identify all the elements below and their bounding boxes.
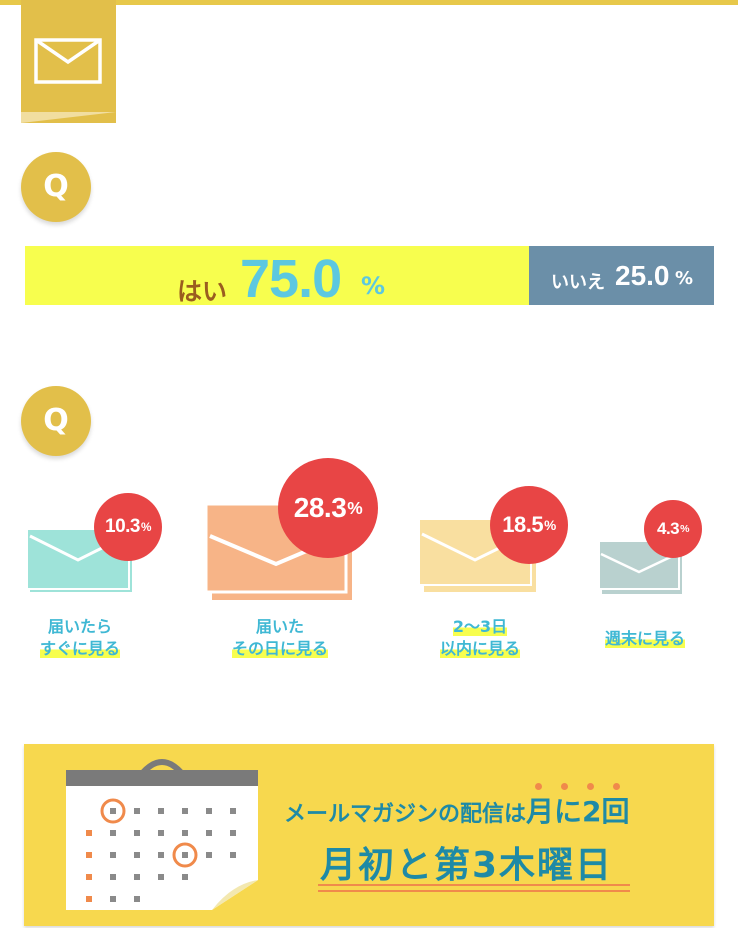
q2-badge: Q xyxy=(21,386,91,456)
header-title xyxy=(150,30,670,100)
header-ribbon xyxy=(21,0,116,123)
q1-question xyxy=(110,168,690,208)
top-accent-line xyxy=(0,0,738,5)
banner-schedule: 月初と第3木曜日 xyxy=(320,845,614,886)
no-value: 25.0 xyxy=(615,260,670,291)
timing-caption: 週末に見る xyxy=(604,629,685,648)
banner-underline xyxy=(318,884,630,892)
no-segment: いいえ 25.0 % xyxy=(529,246,714,305)
banner-headline: メールマガジンの配信は 月に2回 xyxy=(284,783,630,830)
percent-badge: 10.3% xyxy=(94,493,162,561)
yes-no-ratio-bar: はい 75.0 % いいえ 25.0 % xyxy=(25,246,714,309)
timing-caption: 2〜3日 以内に見る xyxy=(439,617,520,658)
no-unit: % xyxy=(675,268,694,289)
twice-a-month: 月に2回 xyxy=(526,783,630,828)
q1-badge: Q xyxy=(21,152,91,222)
yes-label: はい xyxy=(177,277,228,306)
yes-unit: % xyxy=(361,272,386,300)
percent-badge: 28.3% xyxy=(278,458,378,558)
delivery-schedule-banner: メールマガジンの配信は 月に2回 月初と第3木曜日 xyxy=(24,744,714,926)
percent-badge: 18.5% xyxy=(490,486,568,564)
no-label: いいえ xyxy=(551,272,605,293)
timing-caption: 届いたら すぐに見る xyxy=(39,617,120,658)
timing-caption: 届いた その日に見る xyxy=(231,617,328,658)
mail-icon xyxy=(21,0,116,123)
yes-value: 75.0 xyxy=(240,249,342,309)
q2-question xyxy=(110,400,690,440)
calendar-icon xyxy=(66,759,258,910)
timing-item-3: 18.5% 2〜3日 以内に見る xyxy=(414,484,574,664)
timing-item-2: 28.3% 届いた その日に見る xyxy=(200,456,380,666)
yes-segment: はい 75.0 % xyxy=(25,246,529,309)
timing-item-1: 10.3% 届いたら すぐに見る xyxy=(24,490,164,660)
percent-badge: 4.3% xyxy=(644,500,702,558)
timing-item-4: 4.3% 週末に見る xyxy=(596,498,716,658)
envelope-icon xyxy=(418,518,536,592)
